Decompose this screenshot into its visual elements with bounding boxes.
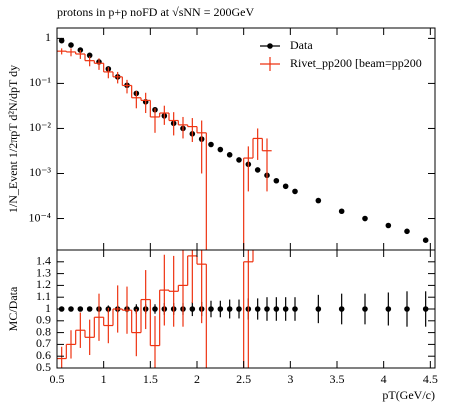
x-tick-label: 2 <box>194 372 200 386</box>
data-point <box>217 306 224 312</box>
data-point <box>338 306 345 312</box>
y-tick-label: 0.8 <box>36 324 51 338</box>
data-point <box>422 306 429 312</box>
data-point <box>404 228 410 235</box>
plot-area <box>57 37 429 250</box>
data-point <box>292 188 298 195</box>
data-point <box>77 306 84 312</box>
y-tick-label: 10⁻⁴ <box>28 210 51 224</box>
data-point <box>264 306 270 312</box>
data-point <box>422 237 429 244</box>
data-point <box>385 306 392 312</box>
y-tick-label: 1 <box>45 301 51 315</box>
data-point <box>236 157 242 163</box>
y-tick-label: 10⁻³ <box>29 165 51 179</box>
data-point <box>282 183 289 190</box>
data-point <box>362 306 368 312</box>
data-point <box>292 306 298 312</box>
frame <box>56 249 436 369</box>
data-point <box>86 306 93 312</box>
y-tick-label: 1.3 <box>36 265 51 279</box>
data-point <box>315 306 322 312</box>
x-tick-label: 1 <box>101 372 107 386</box>
y-tick-label: 0.9 <box>36 313 51 327</box>
x-axis-label: pT(GeV/c) <box>382 388 435 402</box>
data-point <box>236 306 242 312</box>
x-tick-label: 3 <box>287 372 293 386</box>
legend-marker <box>267 43 273 49</box>
chart-title: protons in p+p noFD at √sNN = 200GeV <box>57 5 254 19</box>
x-tick-label: 3.5 <box>330 372 345 386</box>
plot-area <box>57 250 429 368</box>
legend-label: Rivet_pp200 [beam=pp200 <box>290 56 422 70</box>
data-point <box>68 306 74 312</box>
data-point <box>208 306 214 312</box>
y-tick-label: 1.1 <box>36 289 51 303</box>
y-axis-label: MC/Data <box>6 286 20 331</box>
x-tick-label: 2.5 <box>236 372 251 386</box>
data-point <box>68 42 74 48</box>
y-tick-label: 1.4 <box>36 254 51 268</box>
data-point <box>86 52 93 59</box>
data-point <box>189 306 196 312</box>
legend-label: Data <box>290 38 313 52</box>
data-point <box>254 306 261 312</box>
data-point <box>226 151 233 158</box>
data-point <box>362 215 368 222</box>
data-point <box>273 306 280 312</box>
y-tick-label: 10⁻¹ <box>29 75 51 89</box>
x-tick-label: 1.5 <box>143 372 158 386</box>
x-tick-label: 0.5 <box>50 372 65 386</box>
data-point <box>254 167 261 173</box>
data-point <box>404 306 410 312</box>
data-point <box>226 306 233 312</box>
y-tick-label: 0.7 <box>36 336 51 350</box>
y-tick-label: 1 <box>45 30 51 44</box>
data-point <box>315 197 322 204</box>
data-point <box>273 177 280 184</box>
y-tick-label: 0.6 <box>36 348 51 362</box>
y-tick-label: 10⁻² <box>29 120 51 134</box>
data-point <box>385 222 392 229</box>
data-point <box>58 37 65 44</box>
data-point <box>217 146 224 153</box>
y-axis-label: 1/N_Event 1/2πpT d²N/dpT dy <box>6 65 20 213</box>
data-point <box>152 306 158 312</box>
x-tick-label: 4.5 <box>423 372 438 386</box>
y-tick-label: 1.2 <box>36 277 51 291</box>
x-tick-label: 4 <box>381 372 387 386</box>
data-point <box>208 141 214 148</box>
data-point <box>282 306 289 312</box>
data-point <box>338 208 345 215</box>
y-tick-label: 0.5 <box>36 360 51 374</box>
